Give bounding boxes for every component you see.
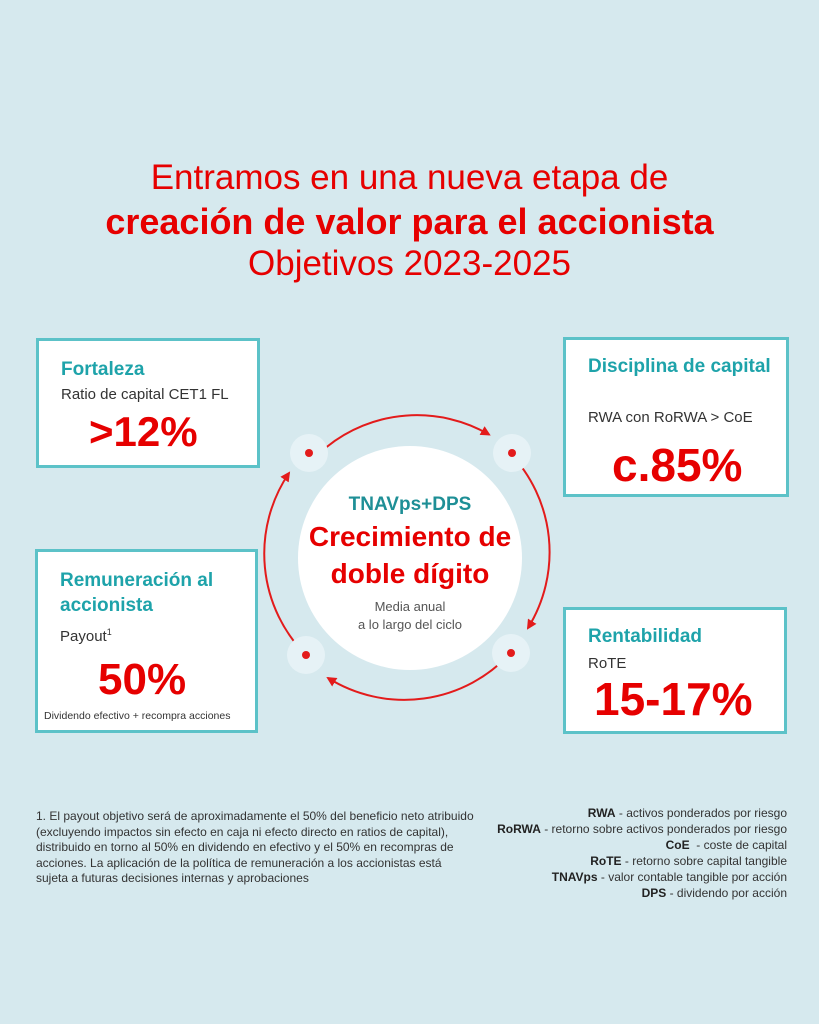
- footnote: 1. El payout objetivo será de aproximada…: [36, 809, 474, 885]
- card-remuneracion: Remuneración al accionista Payout1 50% D…: [35, 549, 258, 733]
- center-main-line-1: Crecimiento de: [308, 521, 512, 552]
- node-bottom-left: [287, 636, 325, 674]
- card-subtitle: RWA con RoRWA > CoE: [588, 409, 753, 426]
- arc-bottom: [326, 652, 512, 701]
- card-fortaleza: Fortaleza Ratio de capital CET1 FL >12%: [36, 338, 260, 468]
- glossary-row: RWA - activos ponderados por riesgo: [497, 805, 787, 821]
- glossary-definition: - coste de capital: [689, 838, 787, 852]
- glossary-row: CoE - coste de capital: [497, 837, 787, 853]
- card-rentabilidad: Rentabilidad RoTE 15-17%: [563, 607, 787, 734]
- card-note: Dividendo efectivo + recompra acciones: [44, 710, 231, 722]
- glossary-term: TNAVps: [551, 870, 598, 884]
- glossary-definition: - dividendo por acción: [666, 886, 787, 900]
- card-heading: Remuneración al accionista: [60, 570, 214, 616]
- center-main-line-2: doble dígito: [330, 558, 490, 589]
- card-value: >12%: [89, 408, 198, 455]
- card-heading: Fortaleza: [61, 359, 145, 380]
- card-disciplina: Disciplina de capital RWA con RoRWA > Co…: [563, 337, 789, 497]
- card-subtitle: Payout1: [60, 622, 112, 647]
- node-top-right: [493, 434, 531, 472]
- glossary-term: CoE: [665, 838, 690, 852]
- glossary-definition: - valor contable tangible por acción: [597, 870, 787, 884]
- card-subtitle: Ratio de capital CET1 FL: [61, 386, 229, 403]
- card-value: 15-17%: [594, 673, 753, 725]
- card-subtitle-text: Payout: [60, 628, 107, 645]
- arc-top: [325, 414, 491, 448]
- card-value: 50%: [98, 655, 187, 704]
- glossary-term: RoRWA: [497, 822, 541, 836]
- arc-right: [509, 452, 551, 630]
- card-heading: Disciplina de capital: [588, 356, 771, 377]
- arc-left: [263, 471, 308, 657]
- glossary: RWA - activos ponderados por riesgo RoRW…: [497, 805, 787, 901]
- card-heading: Rentabilidad: [588, 626, 703, 647]
- glossary-row: RoRWA - retorno sobre activos ponderados…: [497, 821, 787, 837]
- glossary-definition: - retorno sobre capital tangible: [621, 854, 787, 868]
- card-value: c.85%: [612, 439, 743, 491]
- title-line-1: Entramos en una nueva etapa de: [150, 158, 669, 197]
- center-label: TNAVps+DPS: [348, 494, 472, 515]
- glossary-row: RoTE - retorno sobre capital tangible: [497, 853, 787, 869]
- footnote-marker: 1: [106, 627, 112, 637]
- center-sub-line-1: Media anual: [374, 599, 446, 614]
- glossary-term: RWA: [587, 806, 616, 820]
- title-line-3: Objetivos 2023-2025: [248, 244, 571, 283]
- node-bottom-right: [492, 634, 530, 672]
- glossary-row: DPS - dividendo por acción: [497, 885, 787, 901]
- center-sub-line-2: a lo largo del ciclo: [357, 617, 463, 632]
- node-top-left: [290, 434, 328, 472]
- glossary-definition: - activos ponderados por riesgo: [615, 806, 787, 820]
- center-circle: [298, 446, 522, 670]
- glossary-definition: - retorno sobre activos ponderados por r…: [540, 822, 787, 836]
- glossary-row: TNAVps - valor contable tangible por acc…: [497, 869, 787, 885]
- title-line-2: creación de valor para el accionista: [105, 201, 714, 242]
- card-subtitle: RoTE: [588, 655, 627, 672]
- glossary-term: RoTE: [590, 854, 622, 868]
- glossary-term: DPS: [641, 886, 667, 900]
